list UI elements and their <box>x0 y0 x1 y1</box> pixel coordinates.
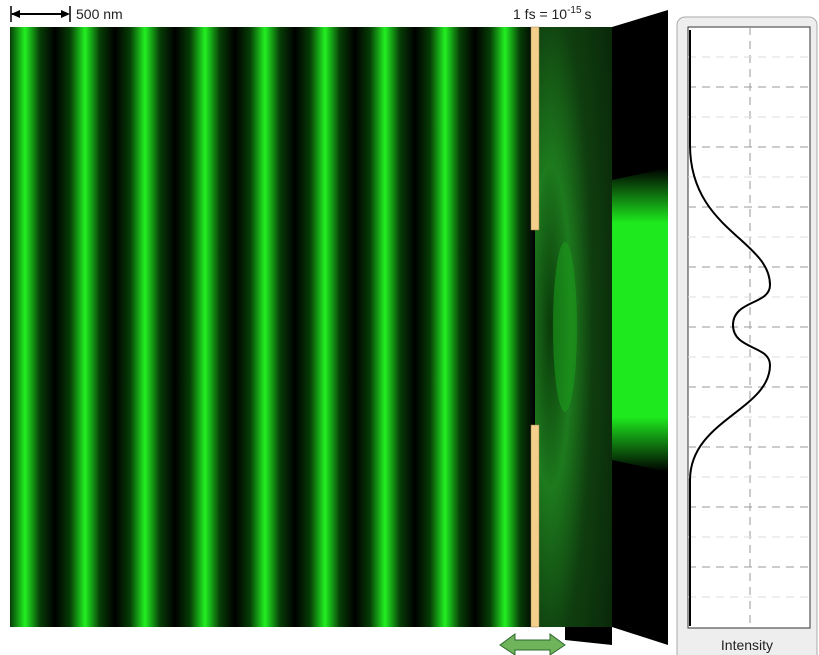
barrier-bottom[interactable] <box>531 425 539 627</box>
time-text: 1 fs = 10 <box>513 6 567 22</box>
time-unit: s <box>585 6 592 22</box>
intensity-label: Intensity <box>721 637 773 653</box>
screen-pattern <box>612 168 668 472</box>
wave-field <box>10 27 535 627</box>
scale-bar: 500 nm <box>11 6 123 22</box>
simulation-screen: 500 nm 1 fs = 10-15s Intens <box>0 0 819 655</box>
time-exponent: -15 <box>567 5 582 16</box>
diffraction-glow <box>553 242 577 412</box>
barrier-drag-handle[interactable] <box>500 634 565 655</box>
scale-label: 500 nm <box>76 6 123 22</box>
screen-base <box>565 627 612 645</box>
barrier-top[interactable] <box>531 27 539 230</box>
